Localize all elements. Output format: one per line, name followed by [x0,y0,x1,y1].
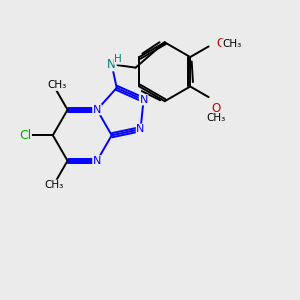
Text: O: O [216,37,226,50]
Text: CH₃: CH₃ [222,39,241,49]
Text: CH₃: CH₃ [47,80,66,90]
Text: N: N [140,95,148,105]
Text: H: H [114,54,122,64]
Text: CH₃: CH₃ [206,113,226,123]
Text: N: N [93,105,101,115]
Text: Cl: Cl [19,129,31,142]
Text: CH₃: CH₃ [44,180,63,190]
Text: N: N [136,124,145,134]
Text: N: N [107,58,116,71]
Text: N: N [93,156,101,166]
Text: O: O [211,102,220,115]
